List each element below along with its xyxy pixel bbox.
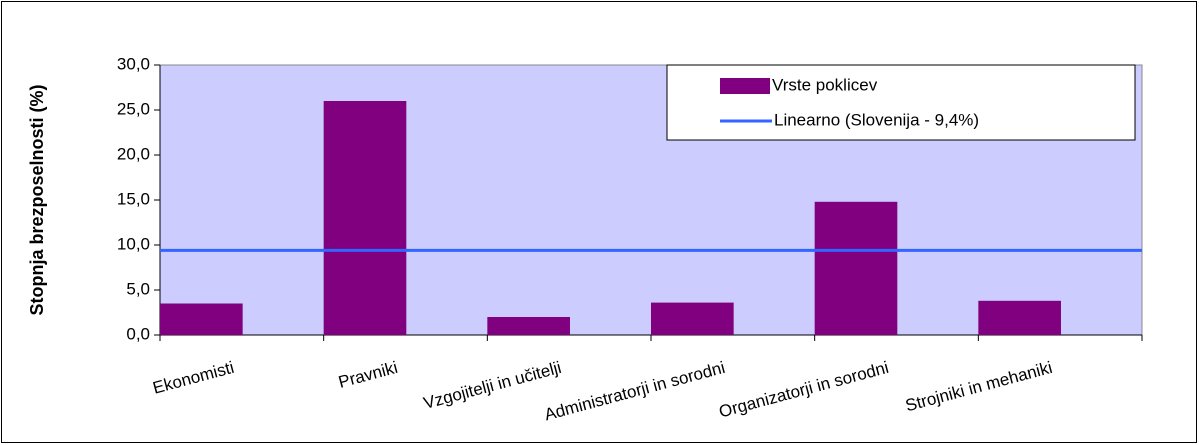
legend-label: Vrste poklicev (772, 75, 878, 94)
y-axis-label: Stopnja brezposelnosti (%) (27, 84, 47, 315)
legend-box (666, 64, 1136, 141)
y-tick-label: 30,0 (117, 54, 150, 73)
y-tick-label: 15,0 (117, 189, 150, 208)
bar (814, 201, 898, 335)
bar (978, 300, 1061, 335)
bar (160, 303, 243, 335)
bar (487, 317, 570, 335)
y-tick-label: 25,0 (117, 99, 150, 118)
y-tick-label: 10,0 (117, 234, 150, 253)
bar (323, 101, 407, 335)
legend-swatch (720, 78, 770, 94)
bar (651, 302, 734, 335)
y-tick-label: 0,0 (126, 324, 150, 343)
legend-label: Linearno (Slovenija - 9,4%) (774, 110, 979, 129)
y-tick-label: 20,0 (117, 144, 150, 163)
y-tick-label: 5,0 (126, 279, 150, 298)
